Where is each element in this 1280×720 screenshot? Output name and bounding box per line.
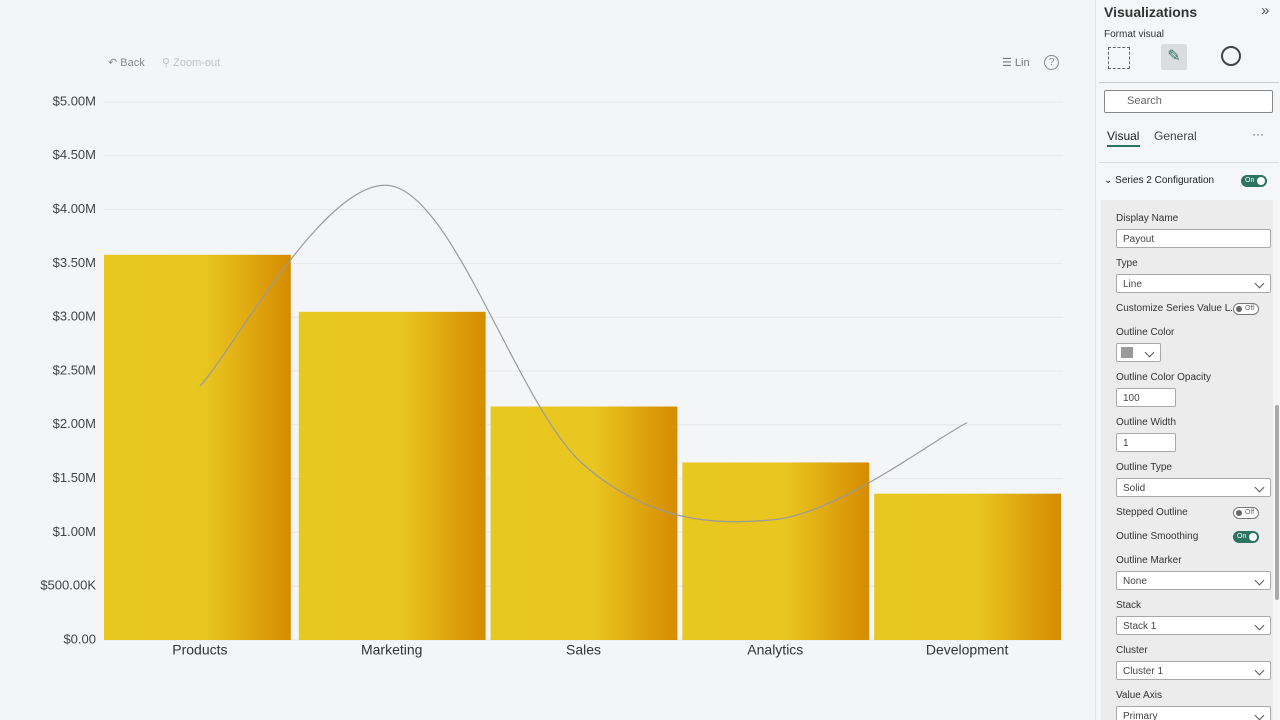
- pane-subtitle: Format visual: [1104, 29, 1165, 40]
- field-label: Outline Smoothing: [1116, 531, 1199, 542]
- back-label: Back: [120, 57, 145, 69]
- bar: [298, 311, 486, 640]
- tab-underline: [1107, 145, 1140, 147]
- section-toggle[interactable]: On: [1241, 175, 1267, 187]
- y-tick-label: $2.00M: [53, 416, 96, 431]
- select-value: Cluster 1: [1123, 666, 1164, 677]
- section-title: Series 2 Configuration: [1115, 175, 1215, 186]
- section-header[interactable]: ⌄ Series 2 Configuration: [1104, 175, 1215, 186]
- labels: $0.00 $500.00K $1.00M $1.50M $2.00M $2.50M $3.…: [40, 93, 1008, 657]
- axis-select[interactable]: Primary: [1116, 706, 1271, 720]
- field-label: Stack: [1116, 600, 1142, 611]
- field-label: Cluster: [1116, 645, 1148, 656]
- scale-button[interactable]: ☰ Lin: [1002, 57, 1030, 69]
- build-icon[interactable]: [1108, 47, 1130, 69]
- color-swatch: [1121, 347, 1133, 358]
- opacity-input[interactable]: 100: [1116, 388, 1176, 407]
- field-label: Outline Type: [1116, 462, 1172, 473]
- field-label: Outline Width: [1116, 417, 1177, 428]
- toggle[interactable]: On: [1233, 531, 1259, 543]
- search-box[interactable]: Search: [1104, 90, 1273, 113]
- select-value: Stack 1: [1123, 621, 1157, 632]
- y-tick-label: $1.00M: [53, 524, 96, 539]
- field-label: Outline Color Opacity: [1116, 372, 1212, 383]
- tab-visual[interactable]: Visual: [1107, 129, 1140, 143]
- width-input[interactable]: 1: [1116, 433, 1176, 452]
- display-name-input[interactable]: Payout: [1116, 229, 1271, 248]
- input-value: 1: [1123, 438, 1129, 449]
- field-label: Outline Marker: [1116, 555, 1182, 566]
- y-tick-label: $2.50M: [53, 362, 96, 377]
- color-picker[interactable]: [1116, 343, 1161, 362]
- y-tick-label: $1.50M: [53, 470, 96, 485]
- scrollbar[interactable]: [1275, 405, 1279, 600]
- y-tick-label: $4.50M: [53, 147, 96, 162]
- line: [199, 184, 968, 523]
- field-label: Display Name: [1116, 213, 1179, 224]
- pane-title: Visualizations: [1104, 4, 1198, 20]
- marker-select[interactable]: None: [1116, 571, 1271, 590]
- y-tick-label: $5.00M: [53, 93, 96, 108]
- lines: [199, 184, 968, 523]
- analytics-icon[interactable]: [1221, 46, 1241, 66]
- zoom-out-button[interactable]: ⚲ Zoom-out: [162, 57, 221, 69]
- select-value: Line: [1123, 279, 1142, 290]
- chart: $0.00 $500.00K $1.00M $1.50M $2.00M $2.50M $3.…: [40, 93, 1063, 658]
- y-tick-label: $0.00: [63, 631, 96, 646]
- x-tick-label: Sales: [566, 642, 601, 658]
- field-label: Stepped Outline: [1116, 507, 1188, 518]
- format-pane: Visualizations » Format visual ✎ Search …: [1095, 0, 1280, 720]
- back-button[interactable]: ↶ Back: [108, 57, 145, 69]
- x-tick-label: Marketing: [361, 642, 422, 658]
- toggle[interactable]: Off: [1233, 507, 1259, 519]
- search-placeholder: Search: [1127, 95, 1162, 107]
- y-tick-label: $500.00K: [40, 578, 96, 593]
- y-tick-label: $4.00M: [53, 201, 96, 216]
- select-value: None: [1123, 576, 1147, 587]
- more-button[interactable]: ···: [1252, 127, 1264, 141]
- tab-general[interactable]: General: [1154, 129, 1197, 143]
- bar: [874, 493, 1061, 640]
- field-label: Outline Color: [1116, 327, 1175, 338]
- section-body: Display Name Payout Type Line Customize …: [1101, 200, 1273, 720]
- zoom-label: Zoom-out: [173, 57, 221, 69]
- divider: [1099, 162, 1279, 163]
- divider: [1099, 82, 1279, 83]
- format-icon[interactable]: ✎: [1161, 44, 1187, 70]
- x-tick-label: Development: [926, 642, 1009, 658]
- help-button[interactable]: ?: [1044, 55, 1059, 70]
- scale-label: Lin: [1014, 57, 1030, 69]
- cluster-select[interactable]: Cluster 1: [1116, 661, 1271, 680]
- select-value: Solid: [1123, 483, 1146, 494]
- select-value: Primary: [1123, 711, 1158, 720]
- type-select[interactable]: Line: [1116, 274, 1271, 293]
- y-tick-label: $3.50M: [53, 255, 96, 270]
- outline-type-select[interactable]: Solid: [1116, 478, 1271, 497]
- x-tick-label: Products: [172, 642, 227, 658]
- bar: [104, 254, 291, 641]
- stack-select[interactable]: Stack 1: [1116, 616, 1271, 635]
- bar: [490, 406, 678, 640]
- input-value: 100: [1123, 393, 1140, 404]
- field-label: Type: [1116, 258, 1138, 269]
- field-label: Value Axis: [1116, 690, 1162, 701]
- y-tick-label: $3.00M: [53, 309, 96, 324]
- field-label: Customize Series Value L...: [1116, 303, 1239, 314]
- toggle[interactable]: Off: [1233, 303, 1259, 315]
- collapse-button[interactable]: »: [1261, 2, 1270, 19]
- bars: [104, 254, 1061, 641]
- x-tick-label: Analytics: [747, 642, 803, 658]
- bar: [682, 462, 870, 640]
